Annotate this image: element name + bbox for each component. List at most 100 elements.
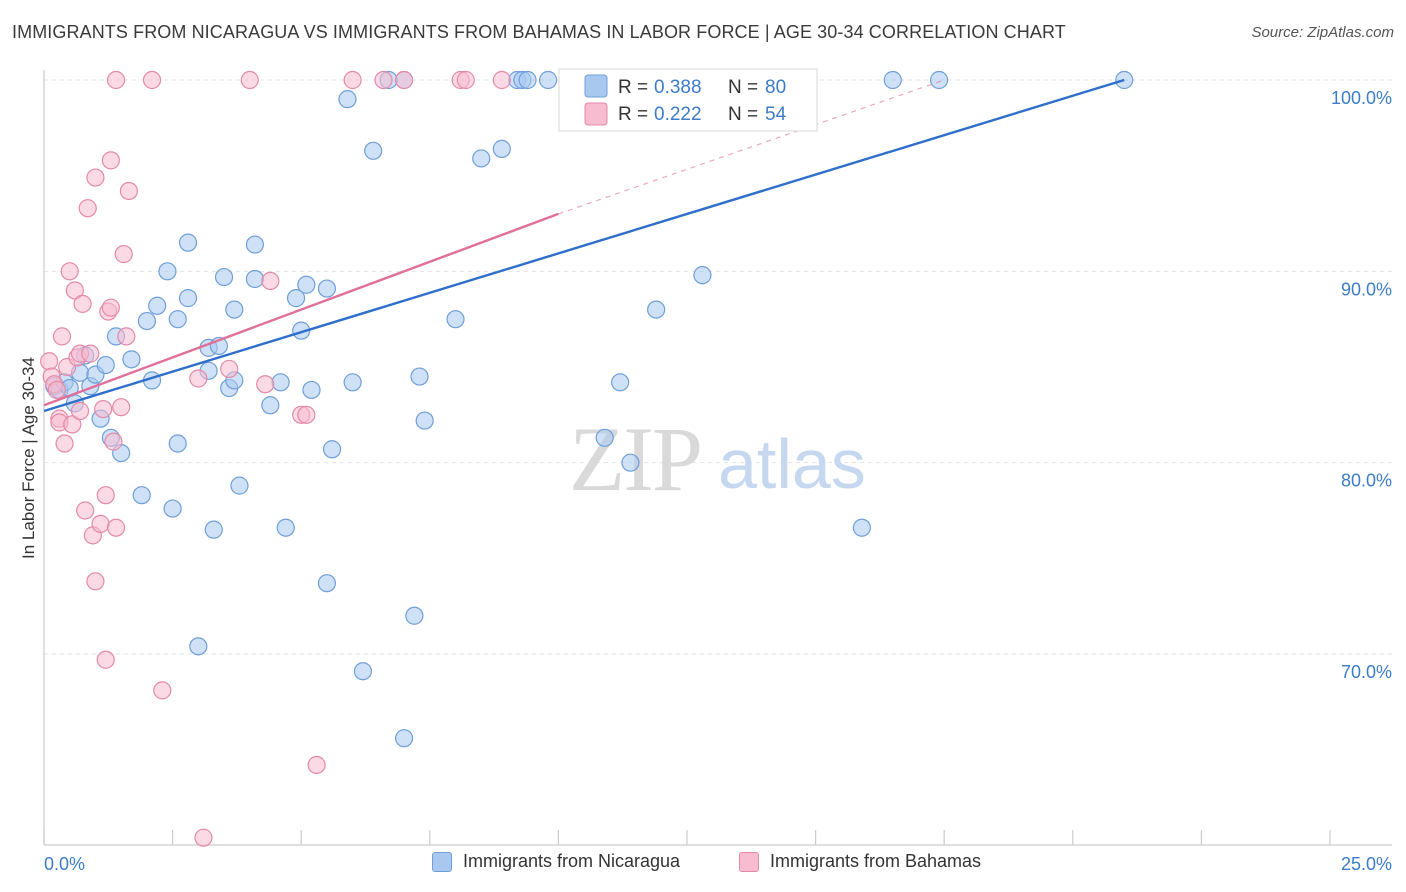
stats-n-label-nicaragua: N = [728, 77, 758, 98]
bahamas-point-30 [106, 518, 126, 537]
nicaragua-point-56 [472, 149, 491, 168]
nicaragua-point-48 [343, 373, 362, 392]
bahamas-point-52 [492, 70, 511, 90]
bahamas-point-31 [112, 398, 131, 417]
nicaragua-point-40 [286, 289, 306, 308]
bahamas-point-40 [220, 359, 239, 379]
stats-r-label-bahamas: R = [618, 104, 648, 125]
nicaragua-point-21 [168, 310, 187, 329]
nicaragua-point-34 [230, 476, 249, 495]
stats-n-value-bahamas: 54 [765, 104, 787, 125]
bahamas-point-37 [153, 681, 172, 700]
gridlines [44, 79, 1392, 655]
bahamas-point-38 [189, 369, 208, 388]
nicaragua-point-33 [225, 300, 244, 319]
nicaragua-point-70 [693, 266, 712, 285]
legend-label-bahamas: Immigrants from Bahamas [770, 851, 982, 871]
nicaragua-point-10 [96, 355, 115, 375]
bahamas-point-36 [142, 70, 162, 90]
nicaragua-point-54 [415, 411, 434, 430]
legend-item-bahamas: Immigrants from Bahamas [739, 851, 981, 872]
series-nicaragua-points [45, 70, 1134, 748]
stats-n-value-nicaragua: 80 [765, 77, 786, 98]
bahamas-point-28 [101, 151, 120, 170]
y-tick-label-90: 90.0% [1341, 279, 1392, 299]
nicaragua-point-50 [364, 141, 383, 160]
axes [43, 70, 1392, 846]
bahamas-point-14 [70, 401, 90, 421]
bahamas-point-34 [119, 181, 138, 201]
bahamas-point-3 [47, 380, 66, 400]
nicaragua-point-28 [204, 520, 223, 539]
bahamas-point-6 [52, 327, 72, 346]
nicaragua-point-20 [163, 499, 182, 518]
bahamas-point-0 [40, 352, 59, 371]
nicaragua-point-24 [178, 233, 198, 252]
stats-legend-swatch-bahamas [584, 102, 608, 126]
bahamas-point-48 [374, 70, 393, 90]
nicaragua-point-55 [446, 310, 465, 329]
bahamas-point-9 [60, 262, 79, 281]
nicaragua-point-57 [492, 139, 511, 158]
legend-item-nicaragua: Immigrants from Nicaragua [432, 851, 680, 872]
bahamas-point-16 [76, 501, 95, 520]
nicaragua-point-14 [122, 350, 141, 369]
stats-r-value-bahamas: 0.222 [654, 104, 702, 125]
bahamas-trend-extension [558, 79, 945, 215]
bahamas-point-42 [256, 375, 275, 394]
nicaragua-point-39 [276, 518, 295, 537]
stats-n-label-bahamas: N = [728, 104, 758, 125]
bahamas-trend-line [43, 212, 559, 407]
nicaragua-point-19 [158, 262, 177, 281]
bahamas-point-46 [307, 755, 326, 775]
nicaragua-point-76 [647, 300, 666, 319]
trend-lines [43, 78, 1125, 413]
legend-swatch-bahamas [739, 851, 759, 872]
bahamas-point-43 [261, 271, 280, 290]
series-legend: Immigrants from Nicaragua Immigrants fro… [0, 851, 1406, 879]
nicaragua-point-38 [271, 373, 290, 392]
nicaragua-point-23 [178, 289, 198, 308]
nicaragua-point-30 [214, 267, 234, 287]
nicaragua-point-45 [317, 279, 337, 298]
chart-title: IMMIGRANTS FROM NICARAGUA VS IMMIGRANTS … [12, 22, 1066, 42]
y-tick-labels: 100.0% 90.0% 80.0% 70.0% [1331, 88, 1392, 682]
bahamas-point-24 [96, 650, 115, 669]
nicaragua-point-37 [261, 396, 280, 415]
bahamas-point-45 [297, 405, 316, 424]
nicaragua-point-36 [245, 269, 265, 289]
bahamas-point-27 [101, 298, 120, 317]
nicaragua-point-53 [410, 367, 429, 386]
nicaragua-point-35 [245, 235, 265, 254]
stats-legend: R = 0.388 N = 80 R = 0.222 N = 54 [558, 68, 818, 132]
bahamas-point-10 [63, 415, 82, 434]
bahamas-point-29 [104, 432, 123, 451]
nicaragua-point-74 [929, 70, 949, 90]
bahamas-point-25 [96, 486, 115, 505]
bahamas-point-21 [86, 168, 105, 187]
nicaragua-point-15 [132, 486, 151, 505]
nicaragua-point-42 [297, 275, 316, 294]
bahamas-point-51 [456, 70, 475, 90]
stats-r-label-nicaragua: R = [618, 77, 648, 98]
bahamas-point-47 [343, 70, 362, 90]
nicaragua-point-52 [405, 606, 424, 625]
nicaragua-point-67 [621, 453, 640, 472]
chart-source: Source: ZipAtlas.com [1251, 24, 1394, 41]
bahamas-point-17 [78, 199, 97, 218]
nicaragua-point-51 [394, 729, 414, 748]
series-bahamas-points [40, 70, 619, 847]
legend-swatch-nicaragua [432, 851, 452, 872]
stats-r-value-nicaragua: 0.388 [654, 77, 702, 98]
bahamas-point-35 [106, 70, 126, 90]
bahamas-point-33 [117, 327, 136, 346]
y-tick-label-70: 70.0% [1341, 662, 1392, 682]
watermark-atlas: atlas [718, 425, 866, 503]
nicaragua-point-73 [883, 70, 902, 90]
stats-legend-swatch-nicaragua [584, 74, 608, 98]
bahamas-point-18 [81, 344, 100, 363]
nicaragua-point-44 [317, 574, 337, 593]
nicaragua-point-16 [137, 311, 156, 331]
bahamas-point-32 [114, 245, 133, 264]
